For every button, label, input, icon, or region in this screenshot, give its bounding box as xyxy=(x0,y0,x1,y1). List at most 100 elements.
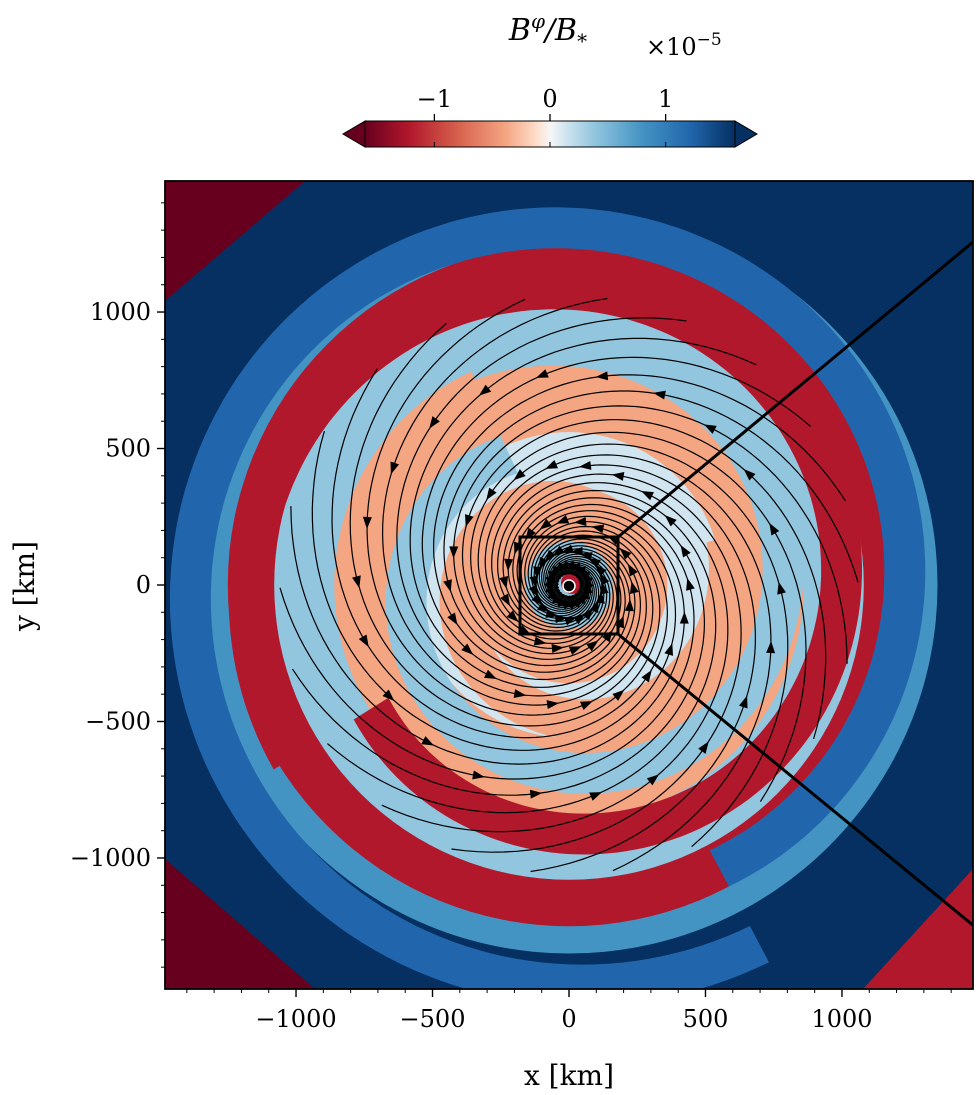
streamline-arrow xyxy=(504,558,514,571)
plot-area: −1000 −500 0 500 1000 1000 500 0 −500 −1000 xyxy=(70,180,974,1033)
streamline-arrow xyxy=(421,736,435,746)
streamline-arrow xyxy=(443,579,452,593)
streamline-arrow xyxy=(484,669,497,679)
streamline-arrow xyxy=(539,518,552,530)
streamline-arrow xyxy=(568,646,582,655)
streamline-arrow xyxy=(769,522,780,536)
streamline-arrow xyxy=(461,643,474,655)
streamline-arrow xyxy=(612,689,625,701)
streamline-arrow xyxy=(586,640,599,652)
streamline-arrow xyxy=(588,558,601,568)
streamline-arrow xyxy=(529,575,539,589)
streamline-arrow xyxy=(472,770,485,780)
streamline-arrow xyxy=(358,634,369,648)
streamline-arrow xyxy=(619,548,632,560)
streamline-arrow xyxy=(561,600,575,610)
streamline-arrow xyxy=(556,515,570,524)
colorbar-left-extend xyxy=(342,120,366,148)
colorbar-title: Bφ/B* xyxy=(508,9,587,53)
y-tick-label: 0 xyxy=(136,571,151,599)
y-axis-label: y [km] xyxy=(8,541,41,632)
streamline-arrow xyxy=(499,576,509,589)
corner-top-right xyxy=(873,181,973,271)
x-tick-label: 0 xyxy=(561,1005,576,1033)
streamline-arrow xyxy=(464,514,474,527)
streamline-arrow xyxy=(506,610,519,622)
streamline-arrow xyxy=(611,471,625,481)
streamline-arrow xyxy=(641,491,654,501)
corner-bottom-right xyxy=(863,869,973,989)
streamline-arrow xyxy=(582,607,593,621)
central-star-marker xyxy=(562,579,576,593)
streamline-arrow xyxy=(545,549,556,563)
streamline-arrow xyxy=(589,792,603,801)
x-tick-label: −500 xyxy=(400,1005,466,1033)
colorbar-tick-label: 0 xyxy=(542,85,557,113)
colorbar-exponent: ×10−5 xyxy=(646,30,722,61)
inset-connector-lower xyxy=(617,632,973,928)
x-axis-label: x [km] xyxy=(524,1059,614,1092)
spiral-arm-red-outer xyxy=(228,268,862,855)
colorbar-tick-label: 1 xyxy=(658,85,673,113)
streamline-arrow xyxy=(664,515,677,527)
streamline-arrow xyxy=(533,636,547,646)
inset-connector-lines xyxy=(617,240,973,928)
streamline-arrow xyxy=(578,460,592,470)
streamline-arrow xyxy=(535,369,549,378)
streamline-arrow xyxy=(679,611,689,624)
streamline-arrow xyxy=(686,577,695,591)
spiral-arm-red-inner xyxy=(439,481,750,740)
streamline-arrow xyxy=(627,563,638,577)
streamline-arrow xyxy=(574,516,587,526)
streamline-arrow xyxy=(629,581,639,594)
streamline-arrow xyxy=(449,546,459,559)
streamline-arrow xyxy=(599,581,609,595)
streamline-arrow xyxy=(555,614,568,624)
streamline-arrow xyxy=(743,468,756,481)
corner-bottom-left xyxy=(165,859,315,989)
y-tick-label: −1000 xyxy=(70,844,151,872)
streamline-arrow xyxy=(545,459,559,469)
streamline-arrow xyxy=(429,416,440,429)
streamline-arrow xyxy=(352,575,361,589)
streamline-arrow xyxy=(478,384,492,396)
streamline-arrow xyxy=(738,695,748,709)
streamline-arrow xyxy=(777,581,786,595)
streamline-arrow xyxy=(537,602,550,612)
corner-top-left xyxy=(165,181,305,301)
streamline-arrow xyxy=(544,585,557,598)
streamline-arrow xyxy=(561,544,575,554)
streamline-arrow xyxy=(551,644,564,654)
streamline-arrow xyxy=(664,643,674,656)
streamline-arrow xyxy=(680,544,691,558)
x-tick-label: 500 xyxy=(683,1005,729,1033)
streamline-arrow xyxy=(653,390,666,400)
streamline-arrow xyxy=(529,789,543,799)
streamline-arrow xyxy=(591,524,605,534)
x-tick-label: −1000 xyxy=(255,1005,336,1033)
colorbar-right-extend xyxy=(734,120,758,148)
colorbar: Bφ/B* ×10−5 −1 0 1 xyxy=(342,9,758,148)
streamline-arrow xyxy=(766,641,776,654)
streamline-arrow xyxy=(581,572,594,585)
inset-connector-upper xyxy=(617,240,973,539)
streamline-arrow xyxy=(703,424,717,434)
streamline-arrow xyxy=(546,700,560,710)
streamline-arrow xyxy=(390,461,400,475)
streamline-arrow xyxy=(579,701,593,711)
inset-box xyxy=(518,535,620,636)
x-tick-label: 1000 xyxy=(811,1005,872,1033)
streamline-arrow xyxy=(624,599,634,612)
streamline-arrow xyxy=(486,487,497,501)
streamline-arrow xyxy=(447,612,458,626)
y-tick-label: 1000 xyxy=(90,298,151,326)
streamline-arrow xyxy=(362,516,372,529)
streamline-arrow xyxy=(570,546,583,556)
y-tick-label: −500 xyxy=(85,707,151,735)
colorbar-tick-label: −1 xyxy=(417,85,452,113)
streamline-arrow xyxy=(500,593,511,607)
streamline-arrow xyxy=(513,469,526,481)
streamline-arrow xyxy=(641,669,652,683)
streamline-arrow xyxy=(563,616,577,626)
